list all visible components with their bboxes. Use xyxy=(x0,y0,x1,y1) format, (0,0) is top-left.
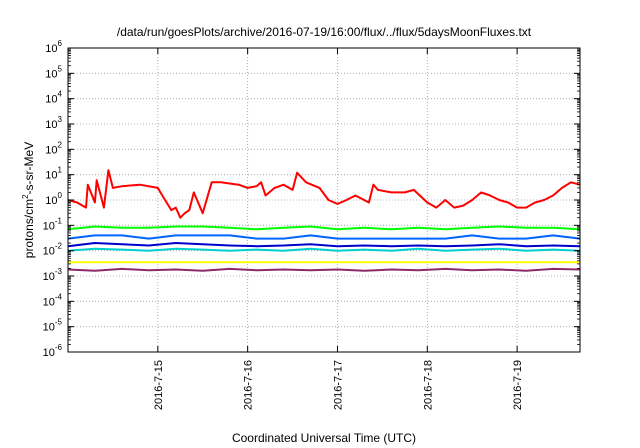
y-axis-label: protons/cm2-s-sr-MeV xyxy=(21,142,36,258)
series-line-5 xyxy=(67,242,581,248)
x-tick-labels: 2016-7-15 2016-7-16 2016-7-17 2016-7-18 2016… xyxy=(153,360,524,410)
series-line-4 xyxy=(67,247,581,252)
y-tick-label: 10-1 xyxy=(43,216,63,232)
x-tick-label: 2016-7-15 xyxy=(153,360,165,410)
y-tick-label: 103 xyxy=(45,115,62,131)
series-line-2 xyxy=(67,225,581,231)
x-tick-label: 2016-7-17 xyxy=(332,360,344,410)
y-tick-label: 10-4 xyxy=(43,292,63,308)
x-tick-label: 2016-7-16 xyxy=(243,360,255,410)
ticks xyxy=(68,47,580,353)
y-tick-label: 10-2 xyxy=(43,242,63,258)
y-axis-label-sup: 2 xyxy=(21,194,30,199)
series-line-7 xyxy=(67,267,581,272)
series-group xyxy=(67,169,581,272)
y-tick-label: 105 xyxy=(45,64,62,80)
y-axis-label-post: -s-sr-MeV xyxy=(22,142,36,195)
y-tick-label: 10-6 xyxy=(43,343,63,359)
x-axis-label: Coordinated Universal Time (UTC) xyxy=(232,431,416,445)
y-tick-label: 10-3 xyxy=(43,267,63,283)
y-tick-label: 101 xyxy=(45,166,62,182)
series-line-1 xyxy=(67,169,581,219)
chart-title: /data/run/goesPlots/archive/2016-07-19/1… xyxy=(117,25,532,39)
x-tick-label: 2016-7-19 xyxy=(512,360,524,410)
grid xyxy=(68,48,580,352)
y-tick-label: 10-5 xyxy=(43,318,63,334)
y-tick-label: 102 xyxy=(45,140,62,156)
y-axis-label-pre: protons/cm xyxy=(22,199,36,258)
y-tick-label: 104 xyxy=(45,90,62,106)
y-tick-label: 106 xyxy=(45,39,62,55)
y-tick-labels: 10-6 10-5 10-4 10-3 10-2 10-1 100 101 102 103 104 1… xyxy=(43,39,63,359)
series-line-3 xyxy=(67,234,581,240)
x-tick-label: 2016-7-18 xyxy=(422,360,434,410)
y-tick-label: 100 xyxy=(45,191,62,207)
